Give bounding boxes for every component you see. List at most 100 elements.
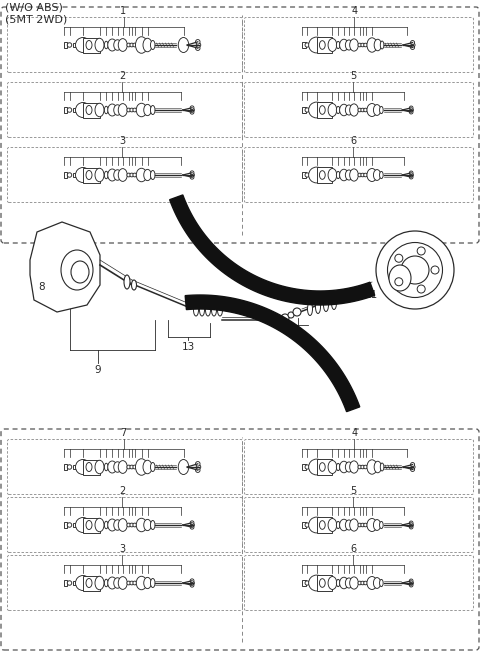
Ellipse shape [135, 37, 147, 53]
Ellipse shape [380, 463, 384, 471]
Circle shape [410, 523, 413, 527]
Ellipse shape [309, 517, 324, 533]
Ellipse shape [373, 105, 381, 115]
Text: 8: 8 [39, 282, 45, 292]
Ellipse shape [401, 256, 429, 284]
Ellipse shape [309, 459, 324, 475]
Ellipse shape [332, 297, 336, 310]
Circle shape [196, 43, 201, 47]
Bar [302, 580, 306, 586]
Circle shape [130, 108, 133, 112]
Ellipse shape [380, 41, 384, 49]
Ellipse shape [336, 521, 340, 529]
Circle shape [67, 43, 72, 47]
Circle shape [191, 581, 194, 585]
Circle shape [190, 171, 194, 175]
Circle shape [130, 581, 133, 585]
Ellipse shape [86, 578, 92, 588]
Circle shape [410, 581, 413, 585]
Ellipse shape [349, 519, 358, 531]
Circle shape [358, 465, 361, 469]
Circle shape [127, 43, 131, 47]
Ellipse shape [376, 231, 454, 309]
Circle shape [305, 581, 310, 585]
Ellipse shape [367, 103, 377, 117]
Ellipse shape [118, 460, 127, 474]
Circle shape [409, 579, 413, 583]
Circle shape [133, 465, 137, 469]
Circle shape [67, 108, 72, 112]
Ellipse shape [328, 576, 337, 590]
Ellipse shape [86, 41, 92, 50]
Ellipse shape [104, 521, 108, 529]
Bar [72, 581, 77, 586]
Ellipse shape [75, 102, 91, 117]
Circle shape [409, 584, 413, 587]
Circle shape [361, 523, 364, 527]
Circle shape [67, 523, 72, 527]
Ellipse shape [349, 461, 358, 473]
Bar [72, 465, 77, 469]
Text: 10: 10 [291, 330, 305, 340]
Bar [72, 173, 77, 178]
Circle shape [195, 468, 200, 472]
Circle shape [358, 43, 361, 47]
Circle shape [410, 41, 415, 45]
Ellipse shape [345, 40, 352, 50]
Ellipse shape [114, 520, 121, 531]
Text: 13: 13 [181, 342, 194, 352]
Circle shape [190, 521, 194, 525]
Ellipse shape [108, 169, 117, 181]
Circle shape [417, 247, 425, 255]
Circle shape [409, 106, 413, 109]
Circle shape [67, 173, 72, 178]
Text: 5: 5 [350, 71, 357, 81]
Circle shape [361, 465, 364, 469]
Bar [83, 576, 99, 591]
Circle shape [127, 581, 131, 585]
Ellipse shape [114, 170, 121, 180]
Circle shape [409, 521, 413, 525]
Text: 11: 11 [365, 290, 378, 300]
Ellipse shape [328, 168, 337, 181]
Circle shape [358, 581, 361, 585]
Circle shape [191, 173, 194, 177]
Ellipse shape [367, 460, 377, 474]
Ellipse shape [340, 461, 348, 473]
Circle shape [364, 43, 367, 47]
Ellipse shape [340, 169, 348, 181]
Circle shape [281, 314, 289, 322]
Ellipse shape [86, 170, 92, 179]
Circle shape [133, 581, 137, 585]
Circle shape [305, 465, 310, 469]
Bar [317, 167, 332, 183]
Ellipse shape [309, 167, 324, 183]
Text: 4: 4 [351, 6, 358, 16]
Bar [83, 102, 99, 117]
Ellipse shape [104, 579, 108, 587]
Ellipse shape [61, 250, 93, 290]
Ellipse shape [71, 261, 89, 283]
Bar [72, 43, 77, 47]
Circle shape [409, 176, 413, 179]
Circle shape [127, 173, 131, 177]
Ellipse shape [349, 577, 358, 589]
Ellipse shape [132, 280, 136, 290]
Text: 5: 5 [350, 486, 357, 496]
Circle shape [364, 108, 367, 112]
Bar [302, 42, 306, 48]
Circle shape [67, 465, 72, 469]
Ellipse shape [345, 170, 352, 180]
Ellipse shape [75, 517, 91, 533]
Circle shape [364, 523, 367, 527]
Ellipse shape [387, 242, 443, 297]
Ellipse shape [75, 168, 91, 183]
Ellipse shape [151, 105, 155, 115]
Ellipse shape [328, 519, 337, 531]
Bar [83, 517, 99, 533]
Ellipse shape [367, 168, 377, 181]
Bar [302, 172, 306, 178]
Ellipse shape [178, 37, 189, 52]
Ellipse shape [309, 575, 324, 591]
Circle shape [130, 43, 133, 47]
